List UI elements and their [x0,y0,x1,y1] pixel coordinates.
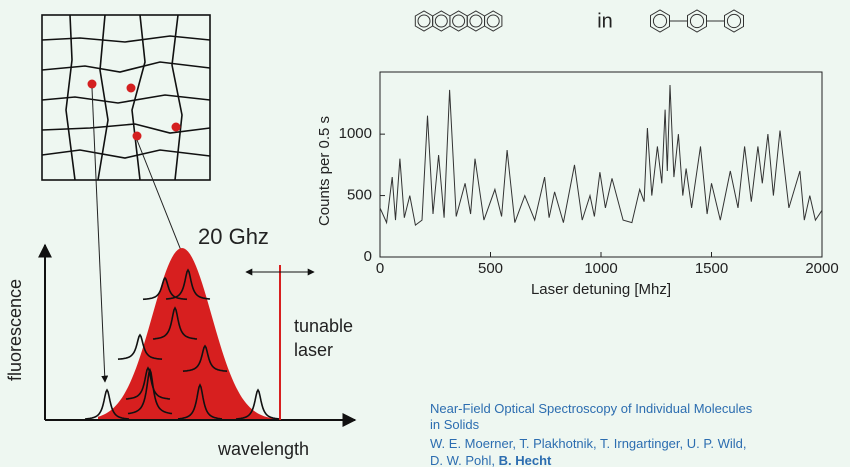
ring-inner [689,13,705,29]
x-axis-label: wavelength [217,439,309,459]
ring-inner [434,14,448,28]
ring-inner [486,14,500,28]
ring-inner [417,14,431,28]
connector: in [597,10,613,32]
citation-title: in Solids [430,417,480,432]
y-tick-label: 1000 [339,125,372,142]
ring-inner [652,13,668,29]
lorentzian [127,367,173,415]
crystal-grid [41,14,211,181]
molecules [414,9,744,33]
lorentzian [125,366,171,400]
x-axis-label: Laser detuning [Mhz] [531,281,671,298]
y-tick-label: 500 [347,187,372,204]
lorentzian [84,388,130,420]
author-highlight: B. Hecht [499,453,552,467]
x-tick-label: 1000 [584,260,617,277]
x-tick-label: 0 [376,260,384,277]
homogeneous-lines [84,268,281,420]
laser-label: laser [294,340,333,360]
ring-inner [726,13,742,29]
lorentzian [235,388,281,420]
data-line [379,84,823,226]
ring [724,9,744,33]
citation-authors: D. W. Pohl, B. Hecht [430,453,552,467]
x-tick-label: 500 [478,260,503,277]
ring [484,10,503,32]
lorentzian [142,276,188,301]
chart: 0 500 1000 1500 2000 0 500 1000 Laser detuning [… [316,71,839,298]
molecule-dots [87,79,181,141]
citation-title: Near-Field Optical Spectroscopy of Indiv… [430,401,753,416]
inhomogeneous-band [98,248,282,420]
arrow [136,139,185,259]
ring [687,9,707,33]
citation-authors: W. E. Moerner, T. Plakhotnik, T. Irngart… [430,436,746,451]
linewidth-label: 20 Ghz [198,224,269,249]
author: D. W. Pohl, [430,453,499,467]
lorentzian [165,268,211,300]
x-tick-label: 1500 [695,260,728,277]
ring-inner [452,14,466,28]
ring [650,9,670,33]
lorentzian [117,333,163,360]
laser-label: tunable [294,316,353,336]
y-tick-label: 0 [364,248,372,265]
ring-inner [469,14,483,28]
lorentzian [152,306,198,340]
x-tick-label: 2000 [805,260,838,277]
arrow [91,87,109,383]
y-axis-label: Counts per 0.5 s [316,116,333,226]
y-axis-label: fluorescence [5,279,25,381]
lorentzian [182,344,228,372]
lorentzian [177,383,223,420]
